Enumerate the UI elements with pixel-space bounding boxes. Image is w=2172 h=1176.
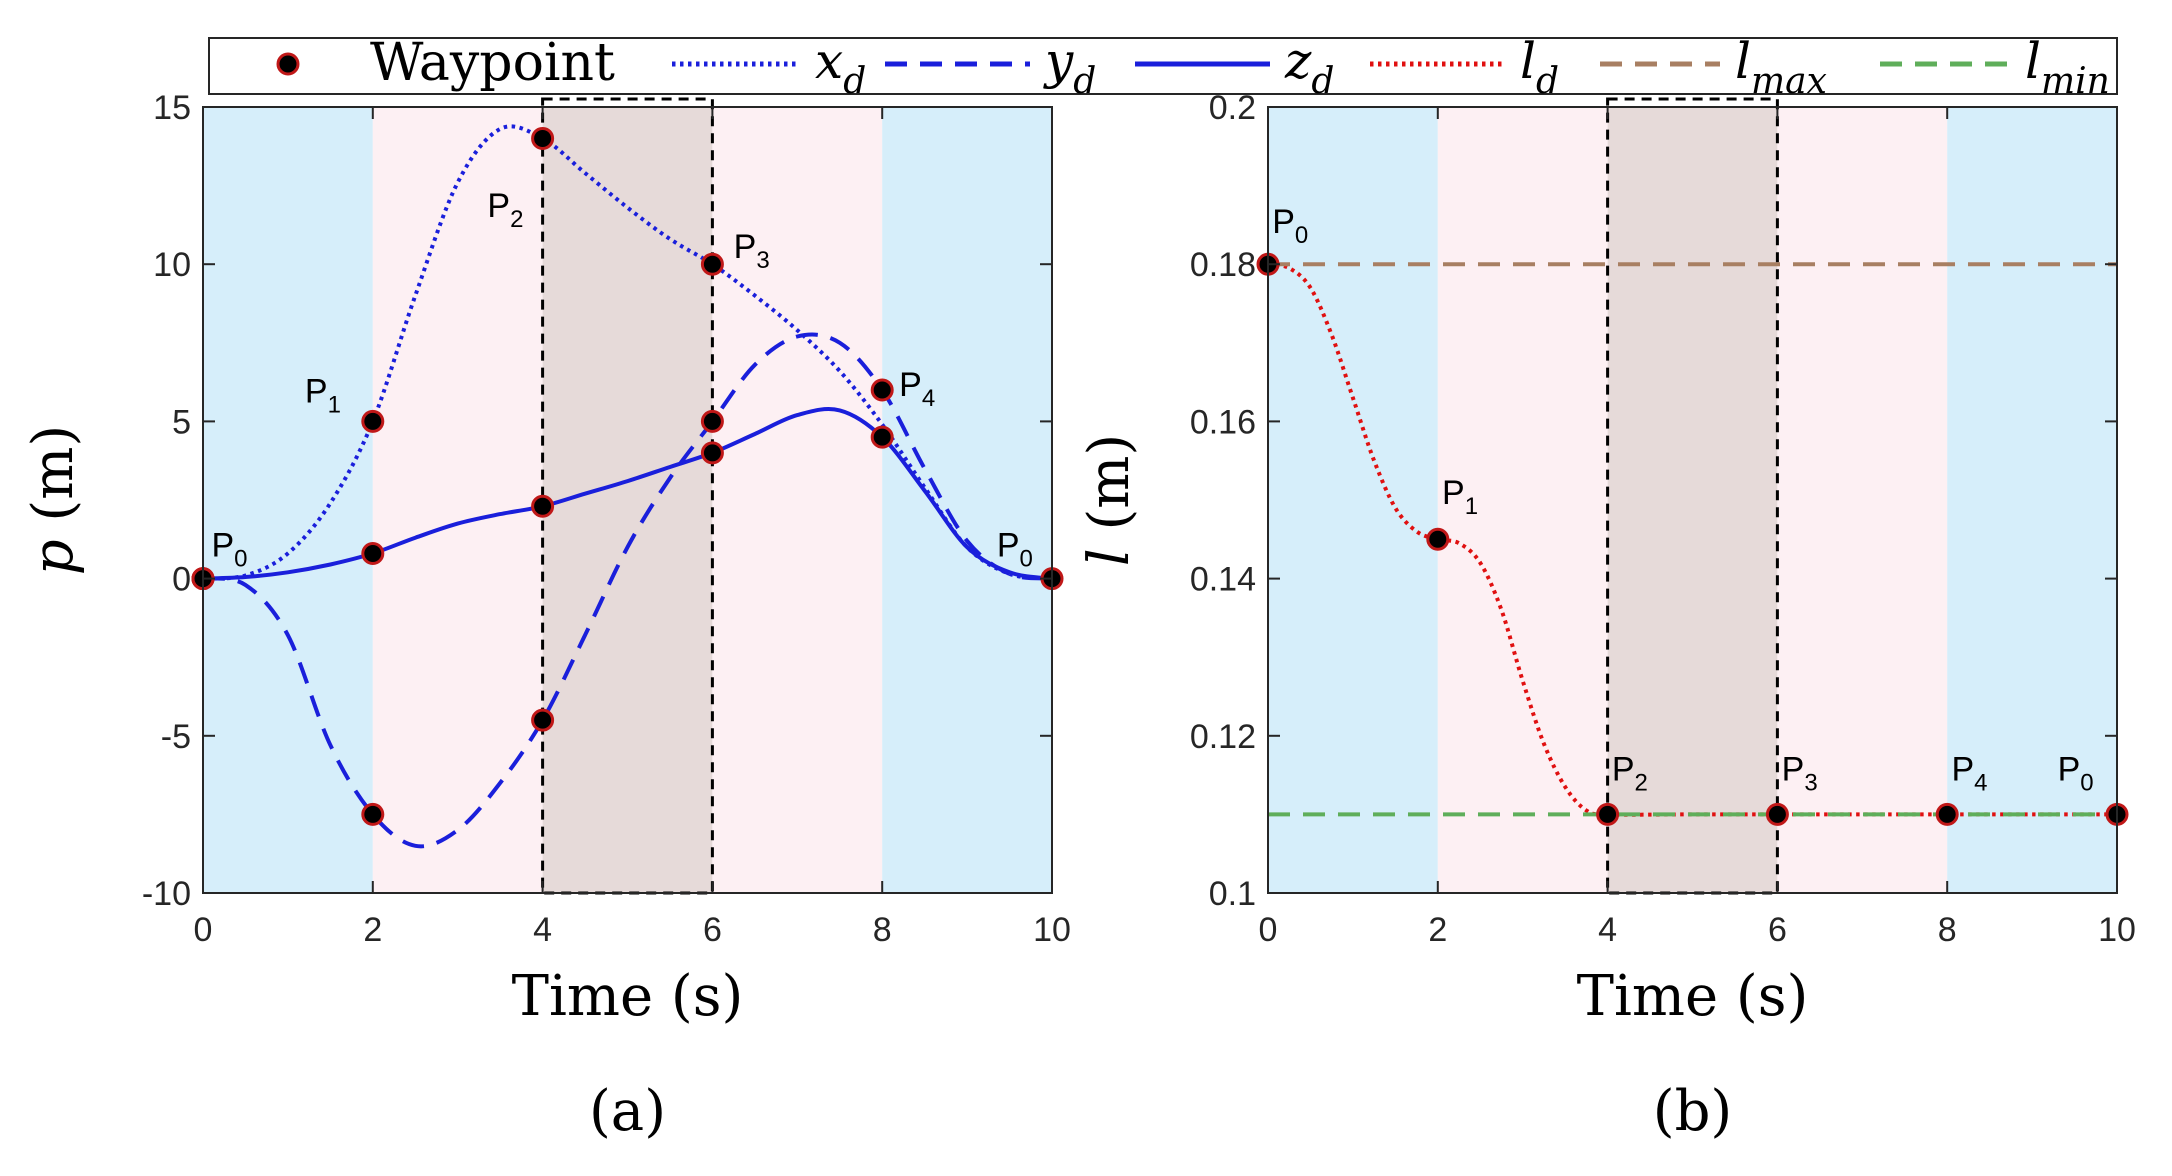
waypoint-label: P0 <box>2058 751 2094 797</box>
series-y_d <box>202 332 1053 849</box>
x-tick-label: 6 <box>703 911 722 949</box>
y-tick-label: 15 <box>153 89 191 127</box>
y-tick-label: 0.16 <box>1190 403 1256 441</box>
x-axis-label: Time (s) <box>1577 964 1809 1029</box>
waypoint-label: P2 <box>1612 751 1648 797</box>
legend-label-y: yd <box>1043 32 1096 102</box>
dashed-box <box>1606 97 1779 895</box>
waypoint-label: P3 <box>1782 751 1818 797</box>
panel-b: P0 P1 P2 P3 P4 P0 0 2 4 6 8 10 0.1 0.12 0.14 0.16 0.18 0.… <box>1077 89 2136 1144</box>
band-blue <box>1268 107 1438 893</box>
waypoint-marker <box>531 494 555 518</box>
band-blue <box>203 107 373 893</box>
y-tick-label: -5 <box>161 718 191 756</box>
axes-frame <box>1267 106 2118 894</box>
axes-frame <box>202 106 1053 894</box>
waypoint-label: P0 <box>211 527 247 573</box>
panel-label: (a) <box>589 1079 666 1144</box>
band-pink <box>712 107 883 893</box>
band-pink <box>1437 107 1608 893</box>
waypoint-marker <box>531 708 555 732</box>
series-x_d <box>202 124 1053 581</box>
y-tick-label: 0 <box>172 561 191 599</box>
waypoint-marker <box>870 378 894 402</box>
y-tick-label: -10 <box>142 875 191 913</box>
waypoint-label: P4 <box>1951 751 1987 797</box>
y-tick-label: 0.2 <box>1209 89 1256 127</box>
y-tick-label: 0.18 <box>1190 246 1256 284</box>
waypoint-label: P2 <box>487 187 523 233</box>
waypoint-label: P0 <box>1272 203 1308 249</box>
waypoint-marker <box>361 541 385 565</box>
waypoint-marker <box>700 252 724 276</box>
y-tick-label: 5 <box>172 403 191 441</box>
waypoint-marker <box>1426 527 1450 551</box>
x-axis-label: Time (s) <box>512 964 744 1029</box>
waypoint-marker <box>700 441 724 465</box>
waypoint-label: P1 <box>1442 474 1478 520</box>
waypoint-label: P4 <box>899 366 935 412</box>
waypoint-marker <box>1765 802 1789 826</box>
y-axis-label: p (m) <box>21 425 86 575</box>
legend-waypoint-label: Waypoint <box>370 33 615 93</box>
x-tick-label: 2 <box>1428 911 1447 949</box>
y-tick-label: 0.1 <box>1209 875 1256 913</box>
x-tick-label: 0 <box>1259 911 1278 949</box>
legend-label-x: xd <box>815 32 866 102</box>
band-dark <box>1607 107 1778 893</box>
waypoint-marker <box>361 409 385 433</box>
legend-label-l-max: lmax <box>1735 32 1827 102</box>
panel-label: (b) <box>1653 1079 1733 1144</box>
waypoint-label: P3 <box>734 228 770 274</box>
waypoint-marker <box>1596 802 1620 826</box>
x-tick-label: 4 <box>1598 911 1617 949</box>
waypoint-marker <box>531 126 555 150</box>
y-tick-label: 0.12 <box>1190 718 1256 756</box>
waypoint-label: P1 <box>305 373 341 419</box>
x-tick-label: 6 <box>1768 911 1787 949</box>
legend-waypoint-marker <box>276 52 300 76</box>
x-tick-label: 8 <box>1938 911 1957 949</box>
y-tick-label: 0.14 <box>1190 561 1256 599</box>
series-z_d <box>202 407 1053 581</box>
y-tick-label: 10 <box>153 246 191 284</box>
legend-label-z: zd <box>1284 32 1334 102</box>
band-blue <box>882 107 1052 893</box>
waypoint-marker <box>700 409 724 433</box>
x-tick-label: 10 <box>2098 911 2136 949</box>
x-tick-label: 4 <box>533 911 552 949</box>
panel-a: P0 P1 P2 P3 P4 P0 0 2 4 6 8 10 -10 -5 0 5 10 15 Time (s) p … <box>21 89 1071 1144</box>
waypoint-marker <box>870 425 894 449</box>
x-tick-label: 10 <box>1033 911 1071 949</box>
waypoint-marker <box>361 802 385 826</box>
x-tick-label: 8 <box>873 911 892 949</box>
y-axis-label: l (m) <box>1077 434 1142 567</box>
legend-label-l-d: ld <box>1520 32 1559 102</box>
legend-label-l-min: lmin <box>2025 32 2110 102</box>
band-pink <box>1777 107 1948 893</box>
waypoint-marker <box>1935 802 1959 826</box>
x-tick-label: 2 <box>363 911 382 949</box>
x-tick-label: 0 <box>194 911 213 949</box>
waypoint-label: P0 <box>997 527 1033 573</box>
band-blue <box>1947 107 2117 893</box>
legend: Waypoint xd yd zd ld lmax lmin <box>208 32 2118 102</box>
